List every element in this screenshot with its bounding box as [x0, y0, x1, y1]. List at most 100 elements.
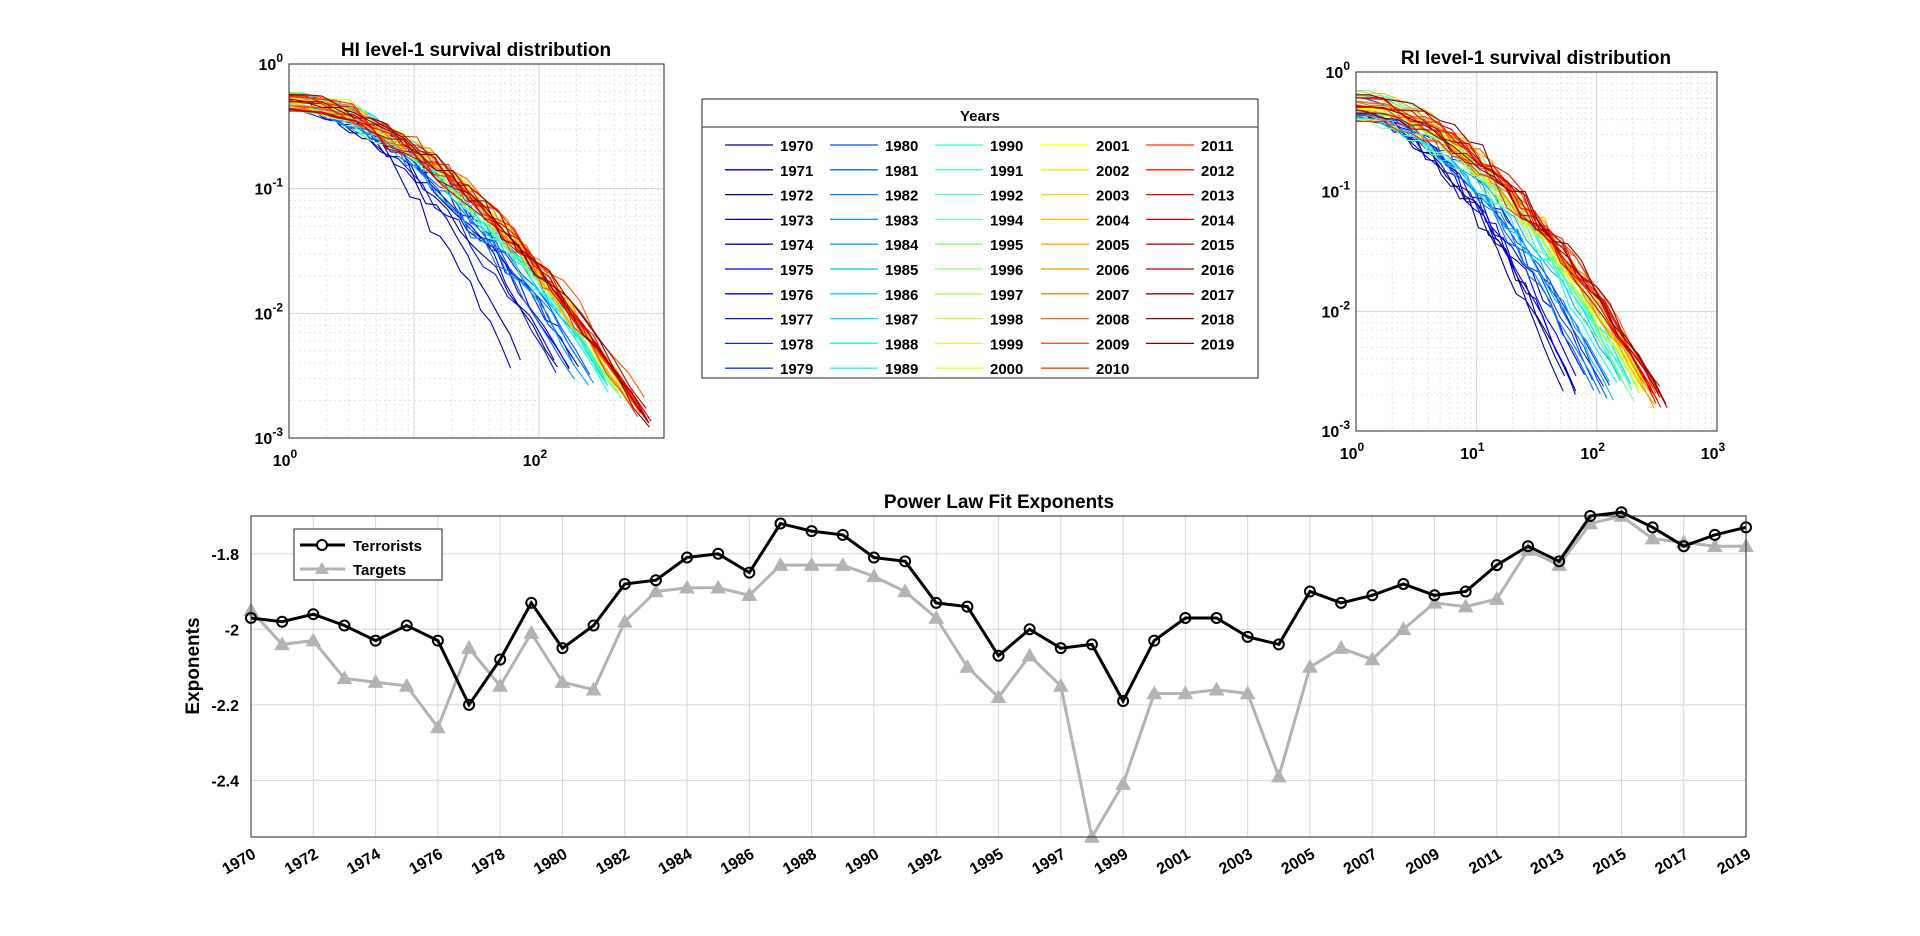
terrorists-point: [1179, 611, 1192, 624]
x-tick-label: 1982: [593, 846, 632, 879]
terrorists-point: [1085, 638, 1098, 651]
legend-year-label: 2018: [1201, 312, 1234, 329]
x-tick-label: 2011: [1466, 846, 1505, 878]
targets-point: [679, 579, 695, 594]
legend-year-label: 2009: [1096, 336, 1129, 353]
x-tick-label: 101: [1460, 440, 1485, 463]
survival-curve: [288, 98, 650, 428]
survival-curve: [288, 107, 606, 383]
x-tick-label: 1972: [282, 846, 321, 879]
survival-curve: [1356, 97, 1657, 404]
targets-point: [274, 636, 291, 651]
x-tick-label: 1999: [1092, 846, 1131, 879]
targets-point: [398, 677, 415, 692]
targets-point: [928, 609, 945, 624]
survival-curve: [289, 104, 620, 396]
targets-point: [616, 613, 633, 628]
terrorists-point: [930, 596, 943, 609]
legend-year-label: 2015: [1201, 237, 1234, 254]
survival-curve: [289, 110, 652, 422]
terrorists-point: [1615, 506, 1628, 519]
x-tick-label: 2007: [1341, 846, 1380, 879]
targets-point: [741, 587, 758, 602]
x-tick-label: 1976: [407, 846, 446, 879]
targets-point: [990, 689, 1007, 704]
survival-curve: [289, 98, 622, 399]
terrorists-point: [494, 653, 507, 666]
terrorists-point: [1677, 540, 1690, 553]
power-law-grid: [251, 516, 1746, 837]
x-tick-exponent: 2: [1598, 440, 1605, 454]
x-tick-label: 100: [1340, 440, 1365, 463]
terrorists-point: [1553, 555, 1566, 568]
y-tick-label: -1.8: [211, 547, 239, 564]
targets-point: [1364, 651, 1381, 666]
terrorists-point: [1708, 528, 1721, 541]
legend-year-label: 1979: [780, 361, 813, 378]
survival-curve: [288, 93, 575, 366]
terrorists-point: [431, 634, 444, 647]
targets-point: [554, 674, 571, 688]
terrorists-point: [1303, 585, 1316, 598]
terrorists-point: [805, 525, 818, 538]
targets-point: [866, 568, 882, 583]
survival-curve: [288, 96, 641, 414]
targets-point: [1270, 768, 1287, 783]
survival-curve: [1356, 106, 1668, 408]
legend-year-label: 2004: [1096, 212, 1130, 229]
terrorists-point: [1117, 695, 1130, 708]
x-tick-label: 1995: [967, 846, 1006, 879]
survival-curve: [288, 107, 649, 423]
x-tick-label: 1990: [843, 846, 882, 879]
legend-year-label: 2012: [1201, 163, 1234, 180]
legend-year-label: 1992: [990, 188, 1023, 205]
legend-year-label: 1981: [885, 163, 918, 180]
legend-year-label: 1972: [780, 188, 813, 205]
survival-curve: [288, 98, 575, 380]
terrorists-point: [1241, 630, 1254, 643]
terrorists-point: [587, 619, 600, 632]
survival-curve: [289, 96, 630, 399]
survival-curve: [1355, 108, 1608, 399]
ri-x-ticks: 100 101 102 103: [1340, 440, 1726, 463]
legend-year-label: 2006: [1096, 262, 1129, 279]
years-legend-title: Years: [960, 108, 1000, 125]
terrorists-point: [961, 600, 974, 613]
terrorists-point: [992, 649, 1005, 662]
legend-year-label: 1989: [885, 361, 918, 378]
hi-x-ticks: 100 102: [273, 447, 548, 470]
legend-year-label: 1977: [780, 312, 813, 329]
targets-point: [1333, 640, 1349, 654]
terrorists-point: [1521, 540, 1534, 553]
x-tick-label: 2013: [1528, 846, 1567, 879]
terrorists-point: [867, 551, 880, 564]
legend-year-label: 1999: [990, 336, 1023, 353]
terrorists-point: [525, 596, 538, 609]
x-tick-exponent: 0: [291, 447, 298, 461]
series-line-terrorists: [250, 510, 1747, 708]
ri-title: RI level-1 survival distribution: [1401, 48, 1671, 69]
legend-year-label: 1994: [990, 212, 1024, 229]
legend-year-label: 2001: [1096, 138, 1129, 155]
targets-point: [803, 557, 820, 571]
survival-curve: [289, 108, 638, 405]
legend-year-label: 2011: [1201, 138, 1234, 155]
legend-year-label: 1991: [990, 163, 1023, 180]
x-tick-label: 102: [1580, 440, 1605, 463]
legend-year-label: 1996: [990, 262, 1023, 279]
terrorists-point: [276, 615, 289, 628]
legend-year-label: 2002: [1096, 163, 1129, 180]
power-law-y-ticks: -1.8 -2 -2.2 -2.4: [211, 547, 239, 791]
survival-curve: [1355, 109, 1661, 387]
targets-point: [1395, 621, 1412, 636]
targets-point: [834, 557, 851, 571]
power-law-title: Power Law Fit Exponents: [884, 492, 1114, 513]
terrorists-point: [1054, 642, 1067, 655]
x-tick-exponent: 1: [1478, 440, 1485, 454]
legend-year-label: 2013: [1201, 188, 1234, 205]
survival-curve: [289, 92, 609, 393]
survival-curve: [1355, 93, 1621, 381]
terrorists-point: [618, 577, 631, 590]
targets-point: [648, 583, 664, 598]
y-tick-label: -2.2: [211, 698, 239, 715]
